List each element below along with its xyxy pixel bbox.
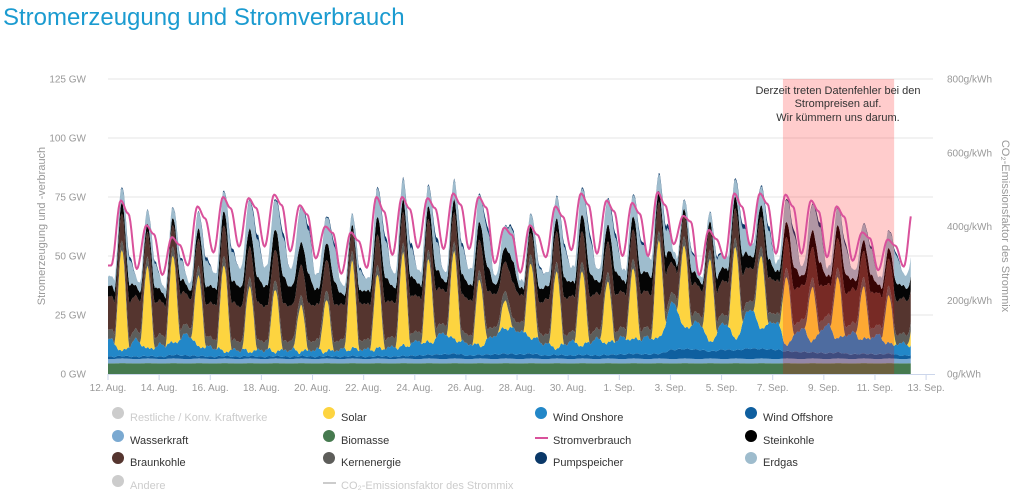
legend-item-wasserkraft[interactable]: Wasserkraft: [112, 430, 312, 448]
legend-item-erdgas[interactable]: Erdgas: [745, 452, 945, 470]
x-tick-label: 16. Aug.: [192, 383, 229, 394]
legend-label: Solar: [341, 412, 367, 424]
area-steinkohle[interactable]: [108, 190, 911, 308]
area-wind-onshore[interactable]: [108, 301, 911, 358]
x-tick-label: 3. Sep.: [655, 383, 687, 394]
circle-marker-icon: [323, 407, 335, 419]
y-right-tick-label: 600g/kWh: [947, 148, 992, 159]
annotation-line: Wir kümmern uns darum.: [776, 112, 899, 124]
legend-item-steinkohle[interactable]: Steinkohle: [745, 430, 945, 448]
legend-item-andere[interactable]: Andere: [112, 475, 312, 493]
x-tick-label: 13. Sep.: [907, 383, 944, 394]
legend-item-co2-emissionsfaktor[interactable]: CO₂-Emissionsfaktor des Strommix: [323, 479, 583, 493]
y-tick-label: 125 GW: [49, 75, 86, 86]
annotation-line: Strompreisen auf.: [795, 98, 882, 110]
x-tick-label: 1. Sep.: [603, 383, 635, 394]
legend-item-wind-onshore[interactable]: Wind Onshore: [535, 407, 735, 425]
x-tick-label: 11. Sep.: [857, 383, 894, 394]
legend-item-stromverbrauch[interactable]: Stromverbrauch: [535, 434, 735, 448]
y-axis-title: Stromerzeugung und -verbrauch: [36, 147, 48, 305]
x-axis: 12. Aug. 14. Aug. 16. Aug. 18. Aug. 20. Aug.…: [90, 374, 945, 394]
circle-marker-icon: [323, 452, 335, 464]
legend-item-restliche[interactable]: Restliche / Konv. Kraftwerke: [112, 407, 312, 425]
circle-marker-icon: [535, 452, 547, 464]
y-right-tick-label: 200g/kWh: [947, 296, 992, 307]
legend-label: Stromverbrauch: [553, 435, 632, 447]
legend-label: Steinkohle: [763, 435, 815, 447]
circle-marker-icon: [112, 475, 124, 487]
x-tick-label: 18. Aug.: [243, 383, 280, 394]
area-wind-offshore[interactable]: [108, 348, 911, 360]
line-marker-icon: [535, 437, 548, 439]
circle-marker-icon: [535, 407, 547, 419]
y-right-axis-title: CO₂-Emissionsfaktor des Strommix: [999, 140, 1011, 313]
line-stromverbrauch[interactable]: [108, 191, 912, 276]
legend-label: Pumpspeicher: [553, 457, 624, 469]
stacked-areas: [108, 173, 911, 374]
y-tick-label: 0 GW: [60, 370, 86, 381]
x-tick-label: 30. Aug.: [550, 383, 587, 394]
x-tick-label: 12. Aug.: [90, 383, 127, 394]
area-wasserkraft[interactable]: [108, 358, 911, 364]
legend-item-wind-offshore[interactable]: Wind Offshore: [745, 407, 945, 425]
legend-label: Erdgas: [763, 457, 798, 469]
legend-label: Braunkohle: [130, 457, 186, 469]
circle-marker-icon: [112, 430, 124, 442]
circle-marker-icon: [745, 452, 757, 464]
x-tick-label: 26. Aug.: [448, 383, 485, 394]
y-tick-label: 50 GW: [55, 252, 87, 263]
legend-label: Kernenergie: [341, 457, 401, 469]
legend-item-kernenergie[interactable]: Kernenergie: [323, 452, 523, 470]
circle-marker-icon: [745, 430, 757, 442]
page-title: Stromerzeugung und Stromverbrauch: [3, 4, 405, 31]
x-tick-label: 14. Aug.: [141, 383, 178, 394]
y-right-tick-label: 0g/kWh: [947, 370, 981, 381]
legend-label: Wind Offshore: [763, 412, 834, 424]
legend-label: CO₂-Emissionsfaktor des Strommix: [341, 480, 514, 492]
area-erdgas[interactable]: [108, 174, 911, 299]
y-tick-label: 75 GW: [55, 193, 87, 204]
y-tick-label: 25 GW: [55, 311, 87, 322]
circle-marker-icon: [323, 430, 335, 442]
legend-label: Wind Onshore: [553, 412, 624, 424]
legend-item-braunkohle[interactable]: Braunkohle: [112, 452, 312, 470]
legend-label: Biomasse: [341, 435, 390, 447]
circle-marker-icon: [745, 407, 757, 419]
legend-item-biomasse[interactable]: Biomasse: [323, 430, 523, 448]
area-braunkohle[interactable]: [108, 201, 911, 344]
circle-marker-icon: [112, 452, 124, 464]
line-marker-icon: [323, 482, 336, 484]
x-tick-label: 24. Aug.: [396, 383, 433, 394]
y-right-tick-label: 400g/kWh: [947, 222, 992, 233]
legend-label: Restliche / Konv. Kraftwerke: [130, 412, 268, 424]
area-biomasse[interactable]: [108, 363, 911, 374]
legend-label: Wasserkraft: [130, 435, 189, 447]
y-right-tick-label: 800g/kWh: [947, 75, 992, 86]
legend-item-pumpspeicher[interactable]: Pumpspeicher: [535, 452, 735, 470]
circle-marker-icon: [112, 407, 124, 419]
x-tick-label: 7. Sep.: [757, 383, 789, 394]
legend-item-solar[interactable]: Solar: [323, 407, 523, 425]
legend-label: Andere: [130, 480, 166, 492]
x-tick-label: 28. Aug.: [499, 383, 536, 394]
x-tick-label: 22. Aug.: [345, 383, 382, 394]
x-tick-label: 20. Aug.: [294, 383, 331, 394]
annotation-line: Derzeit treten Datenfehler bei den: [755, 85, 920, 97]
x-tick-label: 5. Sep.: [706, 383, 738, 394]
x-tick-label: 9. Sep.: [808, 383, 840, 394]
area-solar[interactable]: [108, 240, 911, 354]
y-tick-label: 100 GW: [49, 134, 86, 145]
highlight-region: [782, 79, 895, 374]
